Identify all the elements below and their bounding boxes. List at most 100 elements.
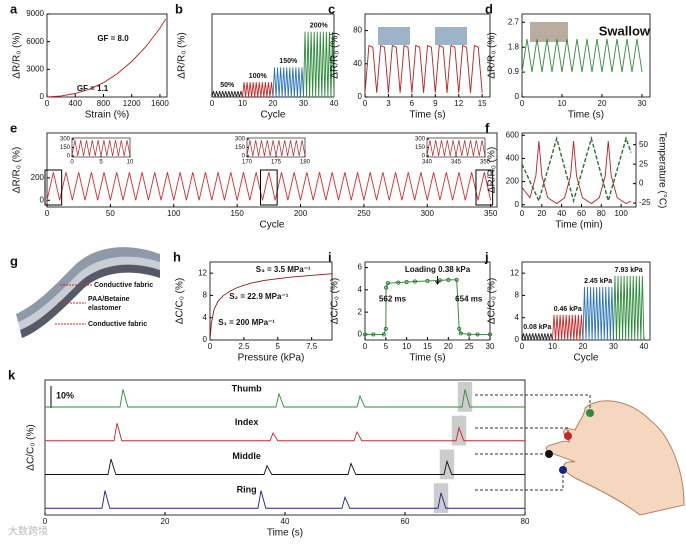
inset-y-tick-label: 150 xyxy=(60,145,71,151)
series-label: 0.46 kPa xyxy=(554,306,582,313)
y-tick-label: 80 xyxy=(353,26,362,35)
annotation: 654 ms xyxy=(455,295,483,304)
annotation: Swallow xyxy=(599,24,651,39)
highlight xyxy=(457,382,473,412)
series-label: 0.08 kPa xyxy=(523,324,551,331)
hand xyxy=(475,394,685,516)
x-tick-label: 350 xyxy=(484,209,498,218)
label-arrows xyxy=(55,284,92,325)
data-line xyxy=(303,31,335,98)
panel-letter: c xyxy=(328,1,335,16)
y-axis-label: ΔR/R₀ (%) xyxy=(12,147,23,193)
y-tick-label: 1.8 xyxy=(508,42,520,51)
y2-tick-label: -25 xyxy=(639,198,651,207)
x-tick-label: 20 xyxy=(269,99,278,108)
x-axis-label: Time (s) xyxy=(409,353,445,364)
y-tick-label: 6000 xyxy=(26,37,44,46)
series-label: 7.93 kPa xyxy=(615,267,643,274)
y-tick-label: 200 xyxy=(31,173,45,182)
plot-frame xyxy=(44,379,526,516)
inset-y-tick-label: 150 xyxy=(415,145,426,151)
x-tick-label: 100 xyxy=(614,209,628,218)
y-tick-label: 200 xyxy=(506,177,520,186)
x-tick-label: 40 xyxy=(639,342,648,351)
y-tick-label: 400 xyxy=(506,154,520,163)
x-tick-label: 30 xyxy=(638,99,647,108)
data-point xyxy=(385,281,391,286)
inset-x-tick-label: 170 xyxy=(242,160,253,166)
y-tick-label: 0 xyxy=(515,200,520,209)
x-tick-label: 20 xyxy=(598,99,607,108)
annotation: S₃ = 3.5 MPa⁻¹ xyxy=(256,265,311,274)
x-tick-label: 150 xyxy=(230,209,244,218)
inset-y-tick-label: 0 xyxy=(422,153,426,159)
inset-x-tick-label: 340 xyxy=(422,160,433,166)
inset-x-tick-label: 0 xyxy=(70,160,74,166)
y-axis-label: ΔR/R₀ (%) xyxy=(12,32,23,78)
row-label: Ring xyxy=(237,485,257,495)
panel-letter: b xyxy=(175,1,183,16)
data-line xyxy=(365,279,490,335)
data-point xyxy=(404,279,409,285)
data-point xyxy=(454,277,459,282)
x-tick-label: 3 xyxy=(386,99,391,108)
data-line xyxy=(46,18,166,98)
plot-frame xyxy=(209,261,333,341)
annotation: S₁ = 200 MPa⁻¹ xyxy=(218,318,275,327)
annotation: Loading 0.38 kPa xyxy=(405,265,471,274)
inset-x-tick-label: 10 xyxy=(127,160,134,166)
x-tick-label: 25 xyxy=(465,342,474,351)
inset-x-tick-label: 345 xyxy=(451,160,462,166)
data-line xyxy=(242,82,274,98)
inset-y-tick-label: 300 xyxy=(415,137,426,143)
x-tick-label: 200 xyxy=(294,209,308,218)
x-axis-label: Time (s) xyxy=(568,110,604,121)
inset-x-tick-label: 5 xyxy=(99,160,103,166)
x-tick-label: 0 xyxy=(45,209,50,218)
data-line xyxy=(209,273,333,341)
y2-tick-label: 0 xyxy=(639,179,644,188)
y-tick-label: 0 xyxy=(515,335,520,344)
y2-tick-label: 25 xyxy=(639,159,648,168)
data-point xyxy=(425,278,430,284)
diagram-label: Conductive fabric xyxy=(88,321,147,328)
data-line xyxy=(582,287,614,341)
inset-line xyxy=(246,140,306,156)
data-line xyxy=(552,314,584,341)
inset-y-tick-label: 150 xyxy=(235,145,246,151)
x-tick-label: 0 xyxy=(520,209,525,218)
data-point xyxy=(362,332,368,337)
inset-y-tick-label: 300 xyxy=(60,137,71,143)
data-point xyxy=(396,280,401,285)
x-tick-label: 30 xyxy=(486,342,495,351)
y2-tick-label: 50 xyxy=(639,140,648,149)
x-tick-label: 800 xyxy=(97,99,111,108)
plot-frame xyxy=(521,132,637,208)
data-line xyxy=(521,333,553,341)
x-tick-label: 0 xyxy=(210,99,215,108)
data-line xyxy=(364,44,483,93)
panel-letter: d xyxy=(485,1,493,16)
annotation: GF = 8.0 xyxy=(97,34,129,43)
inset-x-tick-label: 175 xyxy=(271,160,282,166)
inset-x-tick-label: 180 xyxy=(300,160,311,166)
scale-label: 10% xyxy=(56,390,74,400)
y-tick-label: 9000 xyxy=(26,9,44,18)
data-point xyxy=(467,332,472,337)
data-point xyxy=(412,279,418,284)
inset-y-tick-label: 0 xyxy=(67,153,71,159)
y-axis-label: ΔC/C₀ (%) xyxy=(175,278,186,324)
data-point xyxy=(383,326,388,331)
y-axis-label: ΔC/C₀ (%) xyxy=(26,424,37,470)
diagram-label: elastomer xyxy=(88,305,121,312)
y-tick-label: 3000 xyxy=(26,64,44,73)
x-tick-label: 7.5 xyxy=(306,342,318,351)
x-tick-label: 0 xyxy=(45,99,50,108)
x-axis-label: Cycle xyxy=(573,353,598,364)
x-tick-label: 2.5 xyxy=(238,342,250,351)
annotation: S₂ = 22.9 MPa⁻¹ xyxy=(229,292,288,301)
y2-axis-label: Temperature (°C) xyxy=(656,132,667,209)
x-tick-label: 0 xyxy=(43,517,48,526)
diagram-label: PAA/Betaine xyxy=(88,296,130,303)
x-tick-label: 60 xyxy=(577,209,586,218)
